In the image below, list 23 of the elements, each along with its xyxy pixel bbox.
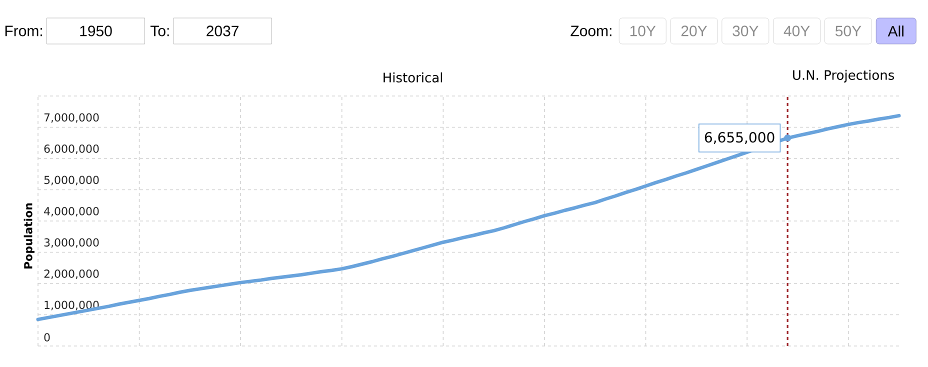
y-axis-title: Population bbox=[24, 203, 34, 268]
text: 1950 bbox=[80, 26, 112, 36]
y-tick-label: 2,000,000 bbox=[44, 270, 99, 279]
y-tick-label: 1,000,000 bbox=[44, 300, 99, 310]
y-tick-label: 4,000,000 bbox=[44, 207, 99, 216]
y-tick-label: 0 bbox=[44, 333, 50, 342]
y-tick-label: 7,000,000 bbox=[44, 113, 99, 123]
text: 20Y bbox=[681, 26, 708, 36]
text: U.N. Projections bbox=[793, 70, 894, 82]
text: To: bbox=[150, 26, 169, 36]
y-tick-label: 3,000,000 bbox=[44, 238, 99, 248]
text: 2037 bbox=[206, 26, 239, 36]
text: Historical bbox=[384, 72, 442, 82]
text: From: bbox=[5, 26, 42, 36]
text: All bbox=[888, 26, 904, 36]
data-label: 6,655,000 bbox=[704, 132, 774, 144]
text: 10Y bbox=[630, 26, 656, 36]
text: 50Y bbox=[835, 26, 862, 36]
y-tick-label: 5,000,000 bbox=[44, 176, 99, 186]
text: Zoom: bbox=[570, 26, 612, 36]
text: 40Y bbox=[784, 26, 810, 36]
y-tick-label: 6,000,000 bbox=[44, 144, 99, 154]
text: 30Y bbox=[732, 26, 758, 36]
